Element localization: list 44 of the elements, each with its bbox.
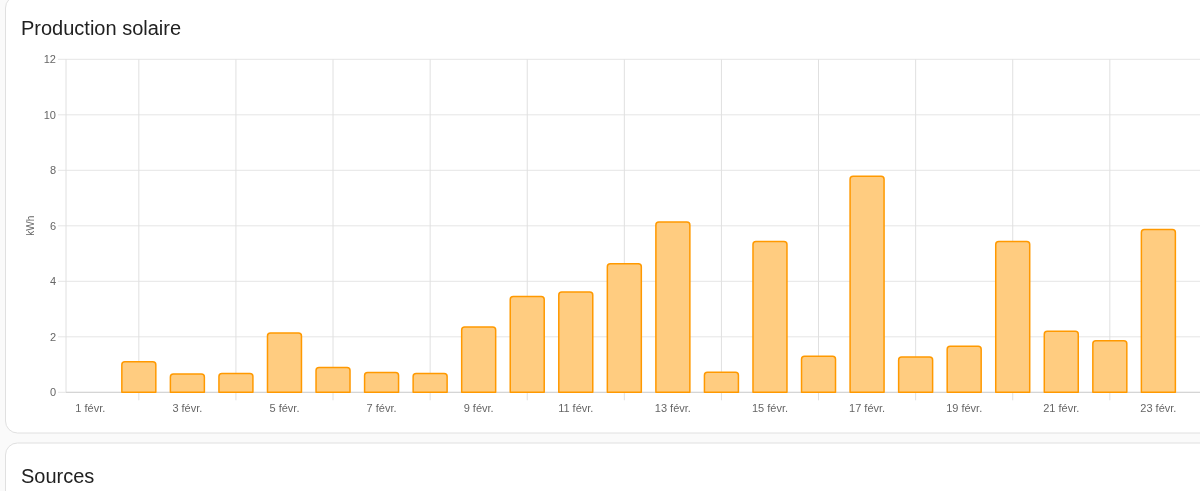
chart-title: Production solaire — [21, 17, 182, 39]
x-tick-label: 3 févr. — [172, 402, 203, 415]
bar — [994, 240, 1031, 394]
bar — [460, 326, 497, 394]
bar — [606, 263, 643, 394]
text: Sources — [21, 465, 95, 487]
x-tick-label: 13 févr. — [654, 402, 691, 415]
bar — [218, 372, 254, 394]
bar — [363, 371, 400, 394]
y-tick-label: 6 — [49, 219, 56, 232]
y-tick-label: 0 — [49, 386, 56, 399]
bar — [897, 356, 934, 394]
bar — [412, 372, 448, 394]
bar — [752, 240, 788, 394]
bar — [946, 345, 982, 394]
bar — [655, 221, 691, 394]
x-tick-label: 9 févr. — [463, 402, 494, 415]
bar — [558, 291, 594, 394]
x-tick-label: 11 févr. — [558, 402, 594, 415]
y-tick-label: 4 — [49, 275, 56, 288]
bar — [1092, 339, 1128, 394]
bar — [121, 361, 157, 394]
bar — [849, 175, 885, 394]
bar — [800, 355, 837, 394]
bar — [169, 373, 206, 394]
x-tick-label: 7 févr. — [366, 402, 397, 415]
x-tick-label: 19 févr. — [946, 402, 983, 415]
y-axis-title: kWh — [24, 215, 36, 236]
y-tick-label: 2 — [49, 330, 56, 343]
x-tick-label: 23 févr. — [1140, 402, 1177, 415]
y-tick-label: 8 — [49, 164, 56, 177]
x-tick-label: 5 févr. — [269, 402, 300, 415]
x-tick-label: 15 févr. — [751, 402, 789, 415]
y-tick-label: 10 — [43, 108, 56, 121]
x-tick-label: 17 févr. — [849, 402, 886, 415]
x-tick-label: 21 févr. — [1043, 402, 1080, 415]
bar — [266, 332, 303, 394]
y-tick-label: 12 — [43, 53, 56, 66]
x-tick-label: 1 févr. — [75, 402, 106, 415]
bar — [315, 366, 351, 394]
bar — [509, 295, 545, 394]
bar — [1043, 330, 1080, 394]
bar — [1140, 228, 1177, 394]
bar — [703, 371, 740, 394]
